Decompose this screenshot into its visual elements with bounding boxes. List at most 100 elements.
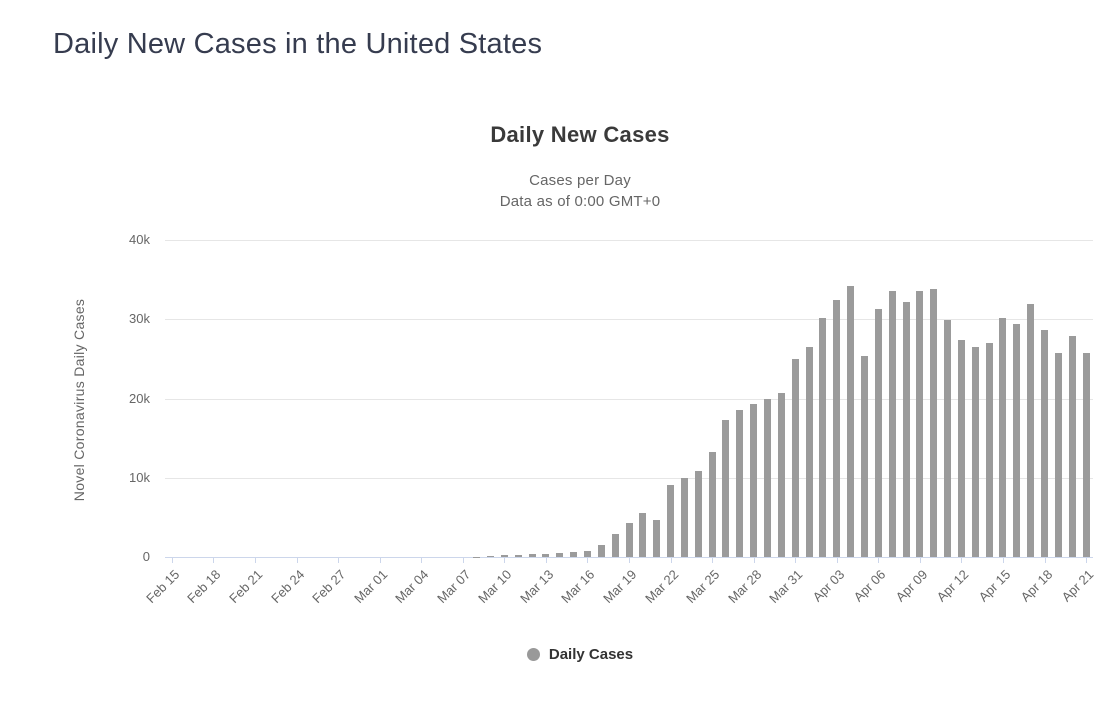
- x-tick-label-feb-15: Feb 15: [143, 566, 183, 606]
- bar-apr-03[interactable]: [833, 299, 841, 557]
- x-tick-mark: [1044, 557, 1046, 563]
- bar-apr-05[interactable]: [860, 355, 868, 557]
- bar-mar-20[interactable]: [639, 513, 647, 557]
- bar-mar-22[interactable]: [667, 484, 675, 557]
- x-tick-mark: [878, 557, 880, 563]
- x-tick-mark: [1002, 557, 1004, 563]
- bar-apr-06[interactable]: [874, 308, 882, 557]
- bar-mar-25[interactable]: [708, 451, 716, 557]
- x-tick-mark: [961, 557, 963, 563]
- y-tick-label-30k: 30k: [129, 311, 150, 327]
- x-tick-label-feb-18: Feb 18: [184, 566, 224, 606]
- x-tick-label-mar-28: Mar 28: [724, 566, 765, 606]
- daily-new-cases-chart: Daily New Cases Cases per Day Data as of…: [47, 110, 1113, 690]
- x-tick-mark: [379, 557, 381, 563]
- bar-apr-04[interactable]: [847, 286, 855, 557]
- x-tick-mark: [795, 557, 797, 563]
- bar-apr-16[interactable]: [1013, 323, 1021, 557]
- bar-mar-19[interactable]: [625, 522, 633, 557]
- x-tick-label-apr-15: Apr 15: [975, 566, 1014, 605]
- bar-apr-18[interactable]: [1041, 329, 1049, 557]
- gridline-40k: [165, 240, 1093, 241]
- x-tick-label-mar-07: Mar 07: [433, 566, 474, 606]
- bar-apr-08[interactable]: [902, 302, 910, 557]
- bar-apr-01[interactable]: [805, 346, 813, 557]
- chart-subtitle-line1: Cases per Day: [529, 172, 631, 189]
- bar-apr-21[interactable]: [1082, 352, 1090, 557]
- bar-mar-11[interactable]: [514, 554, 522, 557]
- x-tick-mark: [587, 557, 589, 563]
- bar-apr-10[interactable]: [930, 289, 938, 557]
- bar-apr-20[interactable]: [1068, 335, 1076, 557]
- bar-mar-21[interactable]: [653, 519, 661, 557]
- y-tick-label-20k: 20k: [129, 390, 150, 406]
- y-tick-label-0: 0: [142, 549, 150, 564]
- bar-apr-02[interactable]: [819, 317, 827, 557]
- bar-apr-09[interactable]: [916, 290, 924, 557]
- bar-mar-10[interactable]: [500, 554, 508, 557]
- x-tick-mark: [171, 557, 173, 563]
- bar-mar-09[interactable]: [486, 556, 494, 557]
- x-tick-mark: [670, 557, 672, 563]
- bar-mar-31[interactable]: [791, 359, 799, 557]
- x-tick-mark: [255, 557, 257, 563]
- gridline-20k: [165, 398, 1093, 400]
- bar-apr-11[interactable]: [944, 320, 952, 557]
- x-tick-mark: [338, 557, 340, 563]
- y-tick-label-40k: 40k: [129, 232, 150, 247]
- x-tick-label-mar-25: Mar 25: [683, 566, 723, 606]
- bar-apr-13[interactable]: [971, 347, 979, 557]
- x-tick-mark: [213, 557, 215, 563]
- bar-mar-30[interactable]: [777, 393, 785, 557]
- bar-mar-13[interactable]: [542, 553, 550, 557]
- bar-mar-12[interactable]: [528, 554, 536, 557]
- bar-mar-23[interactable]: [680, 477, 688, 557]
- x-tick-mark: [753, 557, 755, 563]
- bar-apr-17[interactable]: [1027, 303, 1035, 557]
- x-tick-label-mar-01: Mar 01: [350, 566, 391, 606]
- chart-title: Daily New Cases: [490, 122, 670, 147]
- x-tick-mark: [421, 557, 423, 563]
- bar-apr-15[interactable]: [999, 318, 1007, 557]
- x-tick-label-apr-18: Apr 18: [1017, 566, 1055, 605]
- bar-mar-17[interactable]: [597, 545, 605, 557]
- bar-mar-24[interactable]: [694, 471, 702, 557]
- bar-mar-14[interactable]: [556, 553, 564, 557]
- chart-subtitle-line2: Data as of 0:00 GMT+0: [499, 193, 661, 210]
- x-tick-label-mar-16: Mar 16: [558, 566, 598, 606]
- bar-mar-15[interactable]: [570, 552, 578, 557]
- bar-mar-18[interactable]: [611, 534, 619, 557]
- x-tick-label-mar-04: Mar 04: [392, 566, 432, 606]
- bar-mar-08[interactable]: [473, 556, 481, 557]
- x-tick-label-mar-13: Mar 13: [517, 566, 557, 606]
- x-tick-label-feb-21: Feb 21: [226, 566, 266, 606]
- legend-item-daily-cases[interactable]: Daily Cases: [47, 646, 1113, 663]
- x-tick-label-apr-12: Apr 12: [934, 566, 972, 605]
- x-tick-label-mar-22: Mar 22: [641, 566, 681, 606]
- x-tick-mark: [919, 557, 921, 563]
- bar-mar-16[interactable]: [583, 550, 591, 557]
- bar-mar-26[interactable]: [722, 420, 730, 557]
- x-tick-label-apr-09: Apr 09: [892, 566, 931, 605]
- x-tick-mark: [296, 557, 298, 563]
- legend-marker-icon: [526, 648, 540, 661]
- x-tick-label-apr-03: Apr 03: [809, 566, 848, 605]
- x-tick-label-apr-21: Apr 21: [1058, 566, 1097, 605]
- legend-label: Daily Cases: [548, 646, 634, 663]
- page-title: Daily New Cases in the United States: [53, 28, 543, 60]
- bar-mar-28[interactable]: [750, 403, 758, 557]
- x-tick-mark: [836, 557, 838, 563]
- x-tick-mark: [1086, 557, 1088, 563]
- gridline-10k: [165, 477, 1093, 479]
- x-tick-mark: [462, 557, 464, 563]
- y-tick-label-10k: 10k: [129, 469, 150, 485]
- bar-mar-27[interactable]: [736, 409, 744, 557]
- gridline-30k: [165, 319, 1093, 321]
- x-tick-label-feb-27: Feb 27: [309, 566, 349, 606]
- bar-apr-07[interactable]: [888, 291, 896, 557]
- bar-apr-12[interactable]: [957, 340, 965, 557]
- bar-apr-19[interactable]: [1054, 352, 1062, 557]
- bar-mar-29[interactable]: [764, 398, 771, 557]
- bar-apr-14[interactable]: [985, 343, 993, 557]
